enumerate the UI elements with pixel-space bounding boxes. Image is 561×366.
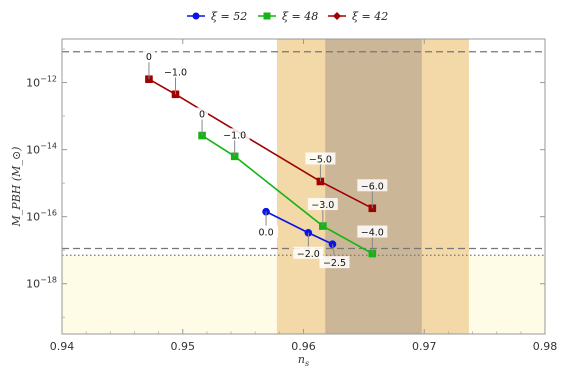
legend-label: ξ = 52: [211, 10, 247, 23]
y-axis-title: M_PBH (M_⊙): [10, 147, 23, 228]
point-label: −4.0: [361, 228, 384, 239]
x-tick-label: 0.98: [533, 340, 558, 353]
y-tick-exponent: −18: [40, 276, 57, 285]
x-axis-title: ns: [298, 353, 309, 366]
x-tick-label: 0.97: [412, 340, 437, 353]
x-axis-subscript: s: [305, 359, 309, 366]
point-label-bg: [219, 128, 250, 141]
legend-marker: [263, 12, 271, 20]
point-label: −6.0: [361, 181, 384, 192]
point-label-bg: [307, 198, 338, 211]
y-tick-base: 10: [26, 278, 40, 291]
legend-marker: [192, 12, 200, 20]
legend-label: ξ = 42: [352, 10, 388, 23]
y-tick-base: 10: [26, 144, 40, 157]
point-label-bg: [196, 107, 209, 120]
point-label: 0.0: [259, 228, 274, 239]
point-label: −5.0: [309, 154, 332, 165]
point-label-bg: [357, 225, 388, 238]
x-tick-label: 0.94: [50, 340, 75, 353]
legend-marker: [333, 12, 341, 20]
point-label-bg: [160, 65, 191, 78]
legend-label: ξ = 48: [282, 10, 318, 23]
y-tick-exponent: −16: [40, 209, 57, 218]
y-tick-exponent: −12: [40, 75, 57, 84]
point-label-bg: [254, 225, 279, 238]
point-label-bg: [319, 256, 350, 269]
point-label: −1.0: [223, 130, 246, 141]
x-tick-label: 0.96: [291, 340, 316, 353]
y-tick-label: 10−16: [26, 209, 57, 224]
point-label: −2.5: [323, 258, 346, 269]
point-label-bg: [357, 179, 388, 192]
point-label: −3.0: [311, 200, 334, 211]
point-label: −2.0: [297, 249, 320, 260]
point-label-bg: [293, 246, 324, 259]
y-tick-base: 10: [26, 77, 40, 90]
point-label-callout: [331, 244, 335, 257]
point-label: 0: [199, 110, 205, 121]
y-tick-base: 10: [26, 211, 40, 224]
series-line-1: [201, 134, 373, 255]
y-tick-exponent: −14: [40, 142, 57, 151]
x-tick-label: 0.95: [171, 340, 196, 353]
y-tick-label: 10−12: [26, 75, 57, 90]
point-label: 0: [146, 52, 152, 63]
y-tick-label: 10−14: [26, 142, 57, 157]
point-label: −1.0: [164, 67, 187, 78]
point-label-bg: [305, 152, 336, 165]
y-tick-label: 10−18: [26, 276, 57, 291]
point-label-bg: [142, 50, 155, 63]
